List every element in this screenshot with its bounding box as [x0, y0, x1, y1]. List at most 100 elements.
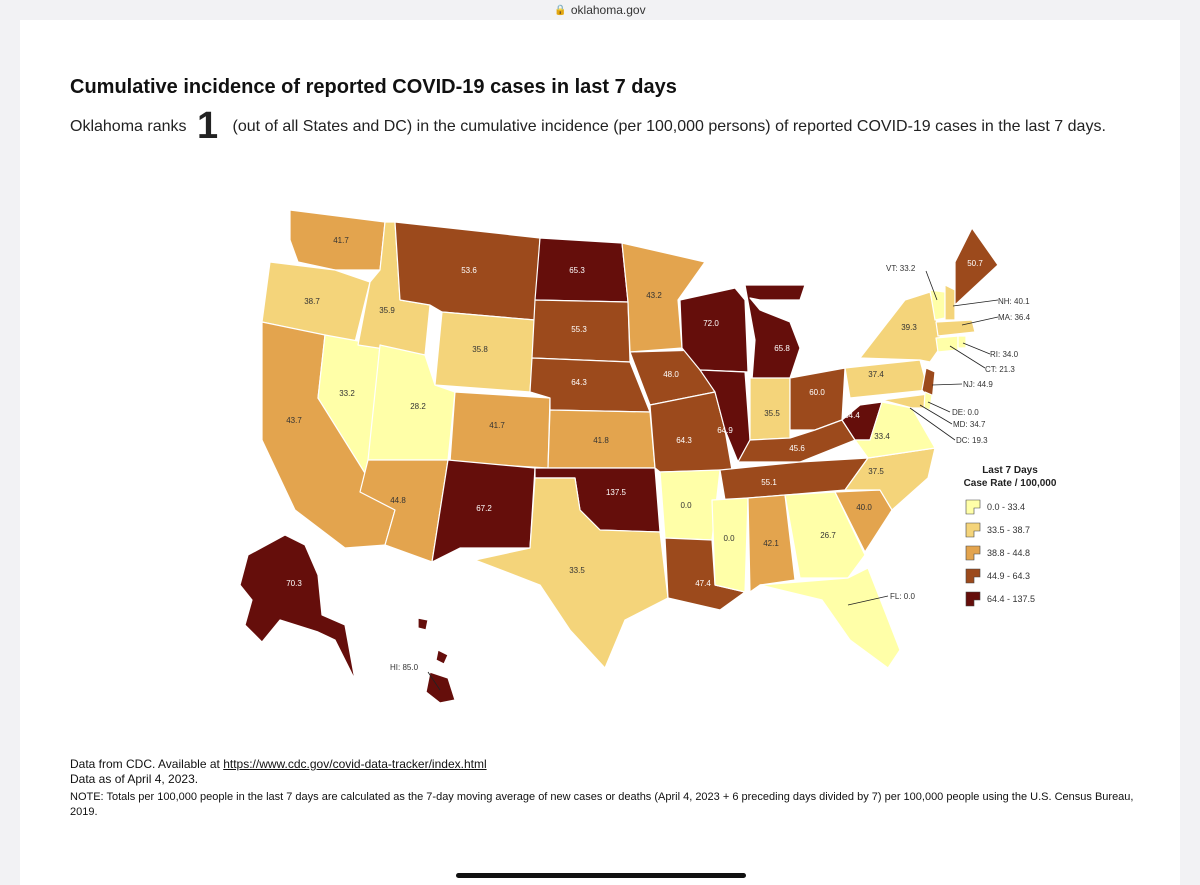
- label-NE: 64.3: [571, 378, 587, 387]
- browser-url-bar[interactable]: 🔒 oklahoma.gov: [0, 0, 1200, 20]
- label-VA: 33.4: [874, 432, 890, 441]
- label-WY: 35.8: [472, 345, 488, 354]
- state-WI: [679, 287, 749, 373]
- legend-swatch: [965, 591, 981, 607]
- label-WV: 64.4: [844, 411, 860, 420]
- callout-RI: RI: 34.0: [990, 350, 1019, 359]
- label-PA: 37.4: [868, 370, 884, 379]
- label-IL: 64.9: [717, 426, 733, 435]
- state-GA: [784, 491, 866, 579]
- callout-VT: VT: 33.2: [886, 264, 916, 273]
- state-NH: [944, 284, 956, 321]
- callout-NJ: NJ: 44.9: [963, 380, 993, 389]
- label-AL: 42.1: [763, 539, 779, 548]
- lock-icon: 🔒: [554, 4, 567, 16]
- state-HI-maui: [435, 649, 449, 665]
- label-NV: 33.2: [339, 389, 355, 398]
- state-MI: [744, 284, 806, 381]
- state-OR: [261, 261, 371, 343]
- callout-MD: MD: 34.7: [953, 420, 986, 429]
- label-OH: 60.0: [809, 388, 825, 397]
- map-legend: Last 7 Days Case Rate / 100,000 0.0 - 33…: [964, 465, 1057, 607]
- legend-title-line2: Case Rate / 100,000: [964, 478, 1057, 489]
- label-CA: 43.7: [286, 416, 302, 425]
- label-WI: 72.0: [703, 319, 719, 328]
- us-choropleth-map: 41.7 38.7 35.9 43.7 33.2 28.2 35.8 41.7 …: [239, 209, 1057, 704]
- legend-label: 33.5 - 38.7: [987, 525, 1030, 535]
- label-ME: 50.7: [967, 259, 983, 268]
- legend-label: 0.0 - 33.4: [987, 502, 1025, 512]
- rank-statement: Oklahoma ranks 1 (out of all States and …: [70, 107, 1130, 145]
- legend-title-line1: Last 7 Days: [982, 465, 1038, 476]
- state-HI-oahu: [417, 617, 429, 631]
- legend-swatch: [965, 499, 981, 515]
- source-prefix: Data from CDC. Available at: [70, 757, 224, 771]
- label-ID: 35.9: [379, 306, 395, 315]
- callout-NH: NH: 40.1: [998, 297, 1030, 306]
- label-AR: 0.0: [680, 501, 692, 510]
- data-as-of: Data as of April 4, 2023.: [70, 772, 199, 786]
- callout-DC: DC: 19.3: [956, 436, 988, 445]
- state-HI-island: [425, 671, 456, 704]
- state-FL: [759, 567, 901, 669]
- label-MT: 53.6: [461, 266, 477, 275]
- legend-label: 38.8 - 44.8: [987, 548, 1030, 558]
- label-TN: 55.1: [761, 478, 777, 487]
- label-MI: 65.8: [774, 344, 790, 353]
- label-KS: 41.8: [593, 436, 609, 445]
- label-MS: 0.0: [723, 534, 735, 543]
- page-title: Cumulative incidence of reported COVID-1…: [70, 76, 677, 98]
- state-KY: [737, 419, 856, 463]
- label-IN: 35.5: [764, 409, 780, 418]
- label-SD: 55.3: [571, 325, 587, 334]
- state-CO: [449, 391, 551, 469]
- label-GA: 26.7: [820, 531, 836, 540]
- label-LA: 47.4: [695, 579, 711, 588]
- label-TX: 33.5: [569, 566, 585, 575]
- page-content: Cumulative incidence of reported COVID-1…: [20, 20, 1180, 885]
- legend-label: 64.4 - 137.5: [987, 594, 1035, 604]
- callout-HI: HI: 85.0: [390, 663, 419, 672]
- state-DE: [923, 391, 933, 411]
- state-AL: [747, 494, 796, 593]
- legend-swatch: [965, 545, 981, 561]
- label-NY: 39.3: [901, 323, 917, 332]
- url-text: oklahoma.gov: [570, 3, 646, 17]
- state-PA: [844, 359, 929, 399]
- cdc-source-link[interactable]: https://www.cdc.gov/covid-data-tracker/i…: [223, 757, 487, 771]
- callout-FL: FL: 0.0: [890, 592, 915, 601]
- label-AK: 70.3: [286, 579, 302, 588]
- legend-swatch: [965, 568, 981, 584]
- home-indicator[interactable]: [456, 873, 746, 878]
- state-OH: [789, 367, 846, 431]
- label-CO: 41.7: [489, 421, 505, 430]
- footer: Data from CDC. Available at https://www.…: [70, 757, 1150, 820]
- state-TX: [474, 477, 669, 669]
- label-ND: 65.3: [569, 266, 585, 275]
- label-WA: 41.7: [333, 236, 349, 245]
- label-OR: 38.7: [304, 297, 320, 306]
- state-MA: [935, 319, 976, 337]
- label-IA: 48.0: [663, 370, 679, 379]
- label-AZ: 44.8: [390, 496, 406, 505]
- callout-CT: CT: 21.3: [985, 365, 1015, 374]
- state-MS: [711, 497, 749, 593]
- state-RI: [957, 335, 967, 349]
- source-line: Data from CDC. Available at https://www.…: [70, 757, 1150, 772]
- rank-value: 1: [196, 105, 219, 147]
- label-NC: 37.5: [868, 467, 884, 476]
- legend-swatch: [965, 522, 981, 538]
- state-AK: [239, 534, 356, 681]
- label-UT: 28.2: [410, 402, 426, 411]
- label-SC: 40.0: [856, 503, 872, 512]
- label-NM: 67.2: [476, 504, 492, 513]
- label-MO: 64.3: [676, 436, 692, 445]
- callout-MA: MA: 36.4: [998, 313, 1031, 322]
- label-OK: 137.5: [606, 488, 627, 497]
- label-KY: 45.6: [789, 444, 805, 453]
- state-ME: [954, 227, 999, 306]
- callout-DE: DE: 0.0: [952, 408, 979, 417]
- rank-suffix: (out of all States and DC) in the cumula…: [232, 118, 1106, 135]
- state-NM: [431, 459, 536, 563]
- label-MN: 43.2: [646, 291, 662, 300]
